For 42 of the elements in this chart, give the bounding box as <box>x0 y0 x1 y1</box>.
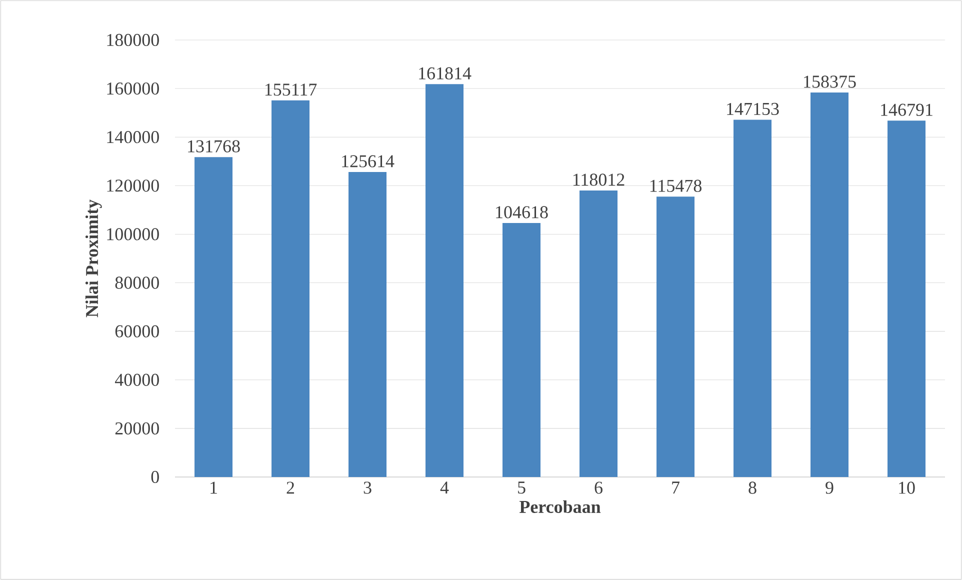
data-label: 125614 <box>342 155 394 168</box>
data-label: 147153 <box>727 102 779 116</box>
y-tick-label: 100000 <box>107 228 159 240</box>
x-tick-label: 1 <box>210 482 217 494</box>
y-tick-label: 40000 <box>114 374 159 386</box>
bar <box>656 196 695 477</box>
x-tick-label: 9 <box>826 482 834 494</box>
data-label: 104618 <box>496 206 548 218</box>
x-tick-label: 7 <box>672 482 680 494</box>
y-tick-label: 120000 <box>107 180 159 192</box>
y-axis-title: Nilai Proximity <box>85 200 102 318</box>
data-label: 155117 <box>265 84 317 96</box>
x-tick-label: 2 <box>286 482 294 494</box>
bar <box>580 190 618 477</box>
y-tick-label: 0 <box>151 470 159 484</box>
bar <box>888 120 926 477</box>
bar <box>194 157 233 477</box>
bar <box>734 120 772 477</box>
bar <box>810 92 849 477</box>
x-tick-label: 8 <box>748 482 756 494</box>
data-label: 118012 <box>573 174 624 186</box>
y-tick-label: 180000 <box>107 34 159 46</box>
y-tick-label: 160000 <box>107 82 159 95</box>
x-axis-title: Percobaan <box>519 500 601 513</box>
x-tick-label: 6 <box>594 482 602 494</box>
y-tick-label: 80000 <box>115 276 159 289</box>
x-tick-label: 4 <box>440 482 449 494</box>
y-tick-label: 60000 <box>115 325 159 338</box>
bar <box>426 84 464 477</box>
data-label: 158375 <box>804 76 856 88</box>
bar <box>272 100 310 477</box>
x-tick-label: 3 <box>364 482 372 494</box>
x-tick-label: 5 <box>518 482 526 494</box>
data-label: 161814 <box>419 67 472 80</box>
x-tick-label: 10 <box>899 482 915 494</box>
y-tick-label: 140000 <box>107 131 159 144</box>
data-label: 131768 <box>188 140 240 152</box>
data-label: 146791 <box>881 104 932 116</box>
bar <box>502 222 541 477</box>
y-tick-label: 20000 <box>115 422 159 434</box>
data-label: 115478 <box>650 180 702 192</box>
bar <box>348 172 387 477</box>
